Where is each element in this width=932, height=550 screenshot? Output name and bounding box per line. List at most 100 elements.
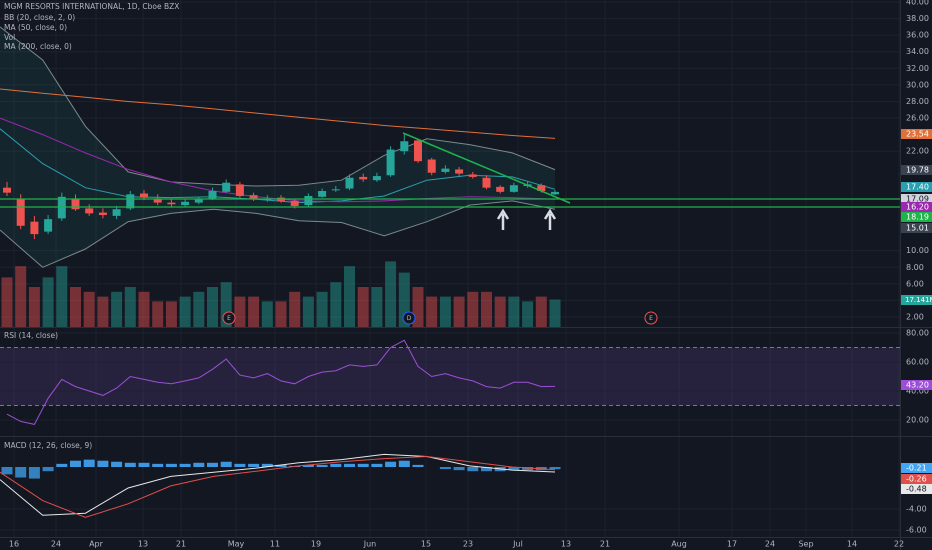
y-tick-label: 2.00 — [906, 313, 924, 322]
price-label-box — [901, 202, 932, 212]
event-marker — [644, 311, 658, 325]
rsi-band — [0, 347, 900, 406]
moving-average — [0, 88, 556, 139]
histogram-bar — [371, 463, 383, 467]
volume-bar — [494, 296, 506, 327]
event-label: E — [649, 315, 653, 322]
histogram-bar — [28, 467, 40, 479]
candle-body — [386, 149, 395, 176]
y-tick-label: 80.00 — [906, 329, 929, 338]
volume-bar — [248, 296, 260, 327]
event-marker — [222, 311, 236, 325]
x-tick-label: 13 — [561, 540, 571, 549]
x-tick-label: 16 — [9, 540, 19, 549]
volume-bar — [549, 299, 561, 327]
histogram-bar — [385, 461, 397, 467]
price-label-box — [901, 212, 932, 222]
histogram-bar — [316, 464, 328, 467]
candle-body — [222, 182, 231, 192]
candle-body — [208, 191, 217, 199]
histogram-bar — [56, 463, 68, 467]
volume-bar — [97, 296, 109, 327]
candle-body — [441, 168, 450, 172]
candle-body — [126, 194, 135, 209]
x-tick-label: Jul — [512, 540, 523, 549]
price-label: 23.54 — [906, 130, 929, 139]
y-tick-label: 10.00 — [906, 246, 929, 255]
histogram-bar — [1, 467, 13, 475]
y-tick-label: 38.00 — [906, 14, 929, 23]
volume-bar — [453, 296, 465, 327]
x-tick-label: 17 — [727, 540, 737, 549]
volume-bar — [302, 296, 314, 327]
volume-bar — [111, 291, 123, 327]
x-tick-label: 22 — [894, 540, 904, 549]
candle-body — [537, 185, 546, 191]
y-tick-label: 8.00 — [906, 263, 924, 272]
volume-bar — [1, 277, 13, 327]
candle-body — [400, 141, 409, 152]
candle-body — [44, 219, 53, 232]
histogram-bar — [70, 460, 81, 467]
volume-bar — [426, 296, 438, 327]
volume-bar — [261, 301, 273, 327]
histogram-bar — [248, 463, 260, 467]
grid — [0, 0, 900, 537]
histogram-bar — [275, 464, 287, 467]
candle-body — [85, 208, 94, 214]
volume-bar — [316, 291, 328, 327]
histogram-bar — [398, 460, 410, 467]
histogram-bar — [234, 463, 246, 467]
x-tick-label: 23 — [463, 540, 473, 549]
price-label: 15.01 — [906, 224, 929, 233]
volume-bar — [508, 296, 520, 327]
histogram-bar — [481, 467, 492, 472]
histogram-bar — [357, 463, 369, 467]
candle-body — [235, 184, 244, 196]
volume-bar — [439, 296, 451, 327]
x-tick-label: Apr — [89, 540, 104, 549]
histogram-bar — [549, 467, 561, 470]
candle-body — [249, 195, 258, 200]
volume-label: 17.141M — [905, 296, 932, 304]
histogram-bar — [179, 463, 191, 467]
bb-basis — [0, 128, 556, 204]
y-tick-label: 20.00 — [906, 416, 929, 425]
x-tick-label: 19 — [311, 540, 321, 549]
price-label: 17.09 — [906, 195, 929, 204]
volume-label-box — [901, 295, 932, 305]
x-tick-label: Sep — [798, 540, 813, 549]
y-tick-label: 32.00 — [906, 64, 929, 73]
bb-upper — [0, 26, 556, 187]
macd-label-box — [901, 463, 932, 473]
x-tick-label: 15 — [421, 540, 431, 549]
volume-bar — [398, 272, 410, 327]
histogram-bar — [165, 463, 177, 467]
legend-entry: MGM RESORTS INTERNATIONAL, 1D, Cboe BZX — [4, 2, 179, 11]
histogram-bar — [330, 463, 342, 467]
histogram-bar — [412, 464, 424, 467]
histogram-bar — [152, 463, 164, 467]
rsi-label: 43.20 — [906, 381, 929, 390]
x-tick-label: 13 — [138, 540, 148, 549]
price-label: 16.20 — [906, 203, 929, 212]
candle-body — [167, 202, 176, 205]
candle-body — [551, 191, 559, 195]
histogram-bar — [97, 460, 109, 467]
volume-bar — [275, 301, 287, 327]
histogram-bar — [344, 463, 355, 467]
candle-body — [153, 198, 162, 203]
x-tick-label: Jun — [363, 540, 377, 549]
candle-body — [482, 177, 491, 188]
macd-label-box — [901, 484, 932, 494]
volume-bar — [70, 287, 81, 327]
y-tick-label: 26.00 — [906, 114, 929, 123]
volume-bar — [522, 301, 534, 327]
macd-label-box — [901, 474, 932, 484]
candle-body — [304, 195, 313, 206]
pane-title: MACD (12, 26, close, 9) — [4, 441, 92, 450]
volume-bar — [193, 291, 205, 327]
volume-bar — [371, 287, 383, 327]
